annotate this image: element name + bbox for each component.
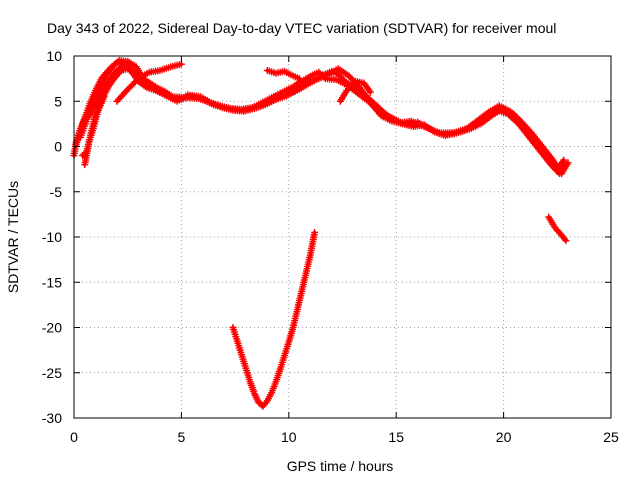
track-markers — [229, 228, 319, 410]
satellite-track — [336, 77, 374, 105]
x-tick-label: 25 — [603, 429, 619, 445]
satellite-track — [545, 213, 570, 245]
data-series — [70, 57, 572, 410]
x-tick-label: 10 — [281, 429, 297, 445]
satellite-track — [76, 63, 572, 178]
x-tick-label: 15 — [388, 429, 404, 445]
y-tick-label: -30 — [42, 410, 62, 426]
y-tick-label: -15 — [42, 274, 62, 290]
track-markers — [81, 93, 108, 169]
satellite-track — [229, 228, 319, 410]
chart-title: Day 343 of 2022, Sidereal Day-to-day VTE… — [47, 20, 556, 36]
y-tick-label: -20 — [42, 320, 62, 336]
track-markers — [336, 77, 374, 105]
satellite-track — [263, 66, 304, 83]
satellite-track — [113, 60, 185, 105]
x-tick-label: 0 — [70, 429, 78, 445]
y-tick-label: -5 — [50, 184, 63, 200]
x-axis-label: GPS time / hours — [287, 458, 394, 474]
x-tick-label: 20 — [496, 429, 512, 445]
satellite-track — [81, 93, 108, 169]
y-tick-label: 10 — [46, 48, 62, 64]
track-markers — [263, 66, 304, 83]
axis-ticks: 0 5 10 15 20 25 -30 -25 -20 -15 -10 -5 0 5 10 — [42, 48, 619, 445]
y-tick-label: 5 — [54, 93, 62, 109]
track-markers — [545, 213, 570, 245]
grid — [74, 56, 611, 418]
y-tick-label: -25 — [42, 365, 62, 381]
y-axis-label: SDTVAR / TECUs — [5, 181, 21, 293]
y-tick-label: 0 — [54, 139, 62, 155]
y-tick-label: -10 — [42, 229, 62, 245]
x-tick-label: 5 — [178, 429, 186, 445]
track-markers — [113, 60, 185, 105]
